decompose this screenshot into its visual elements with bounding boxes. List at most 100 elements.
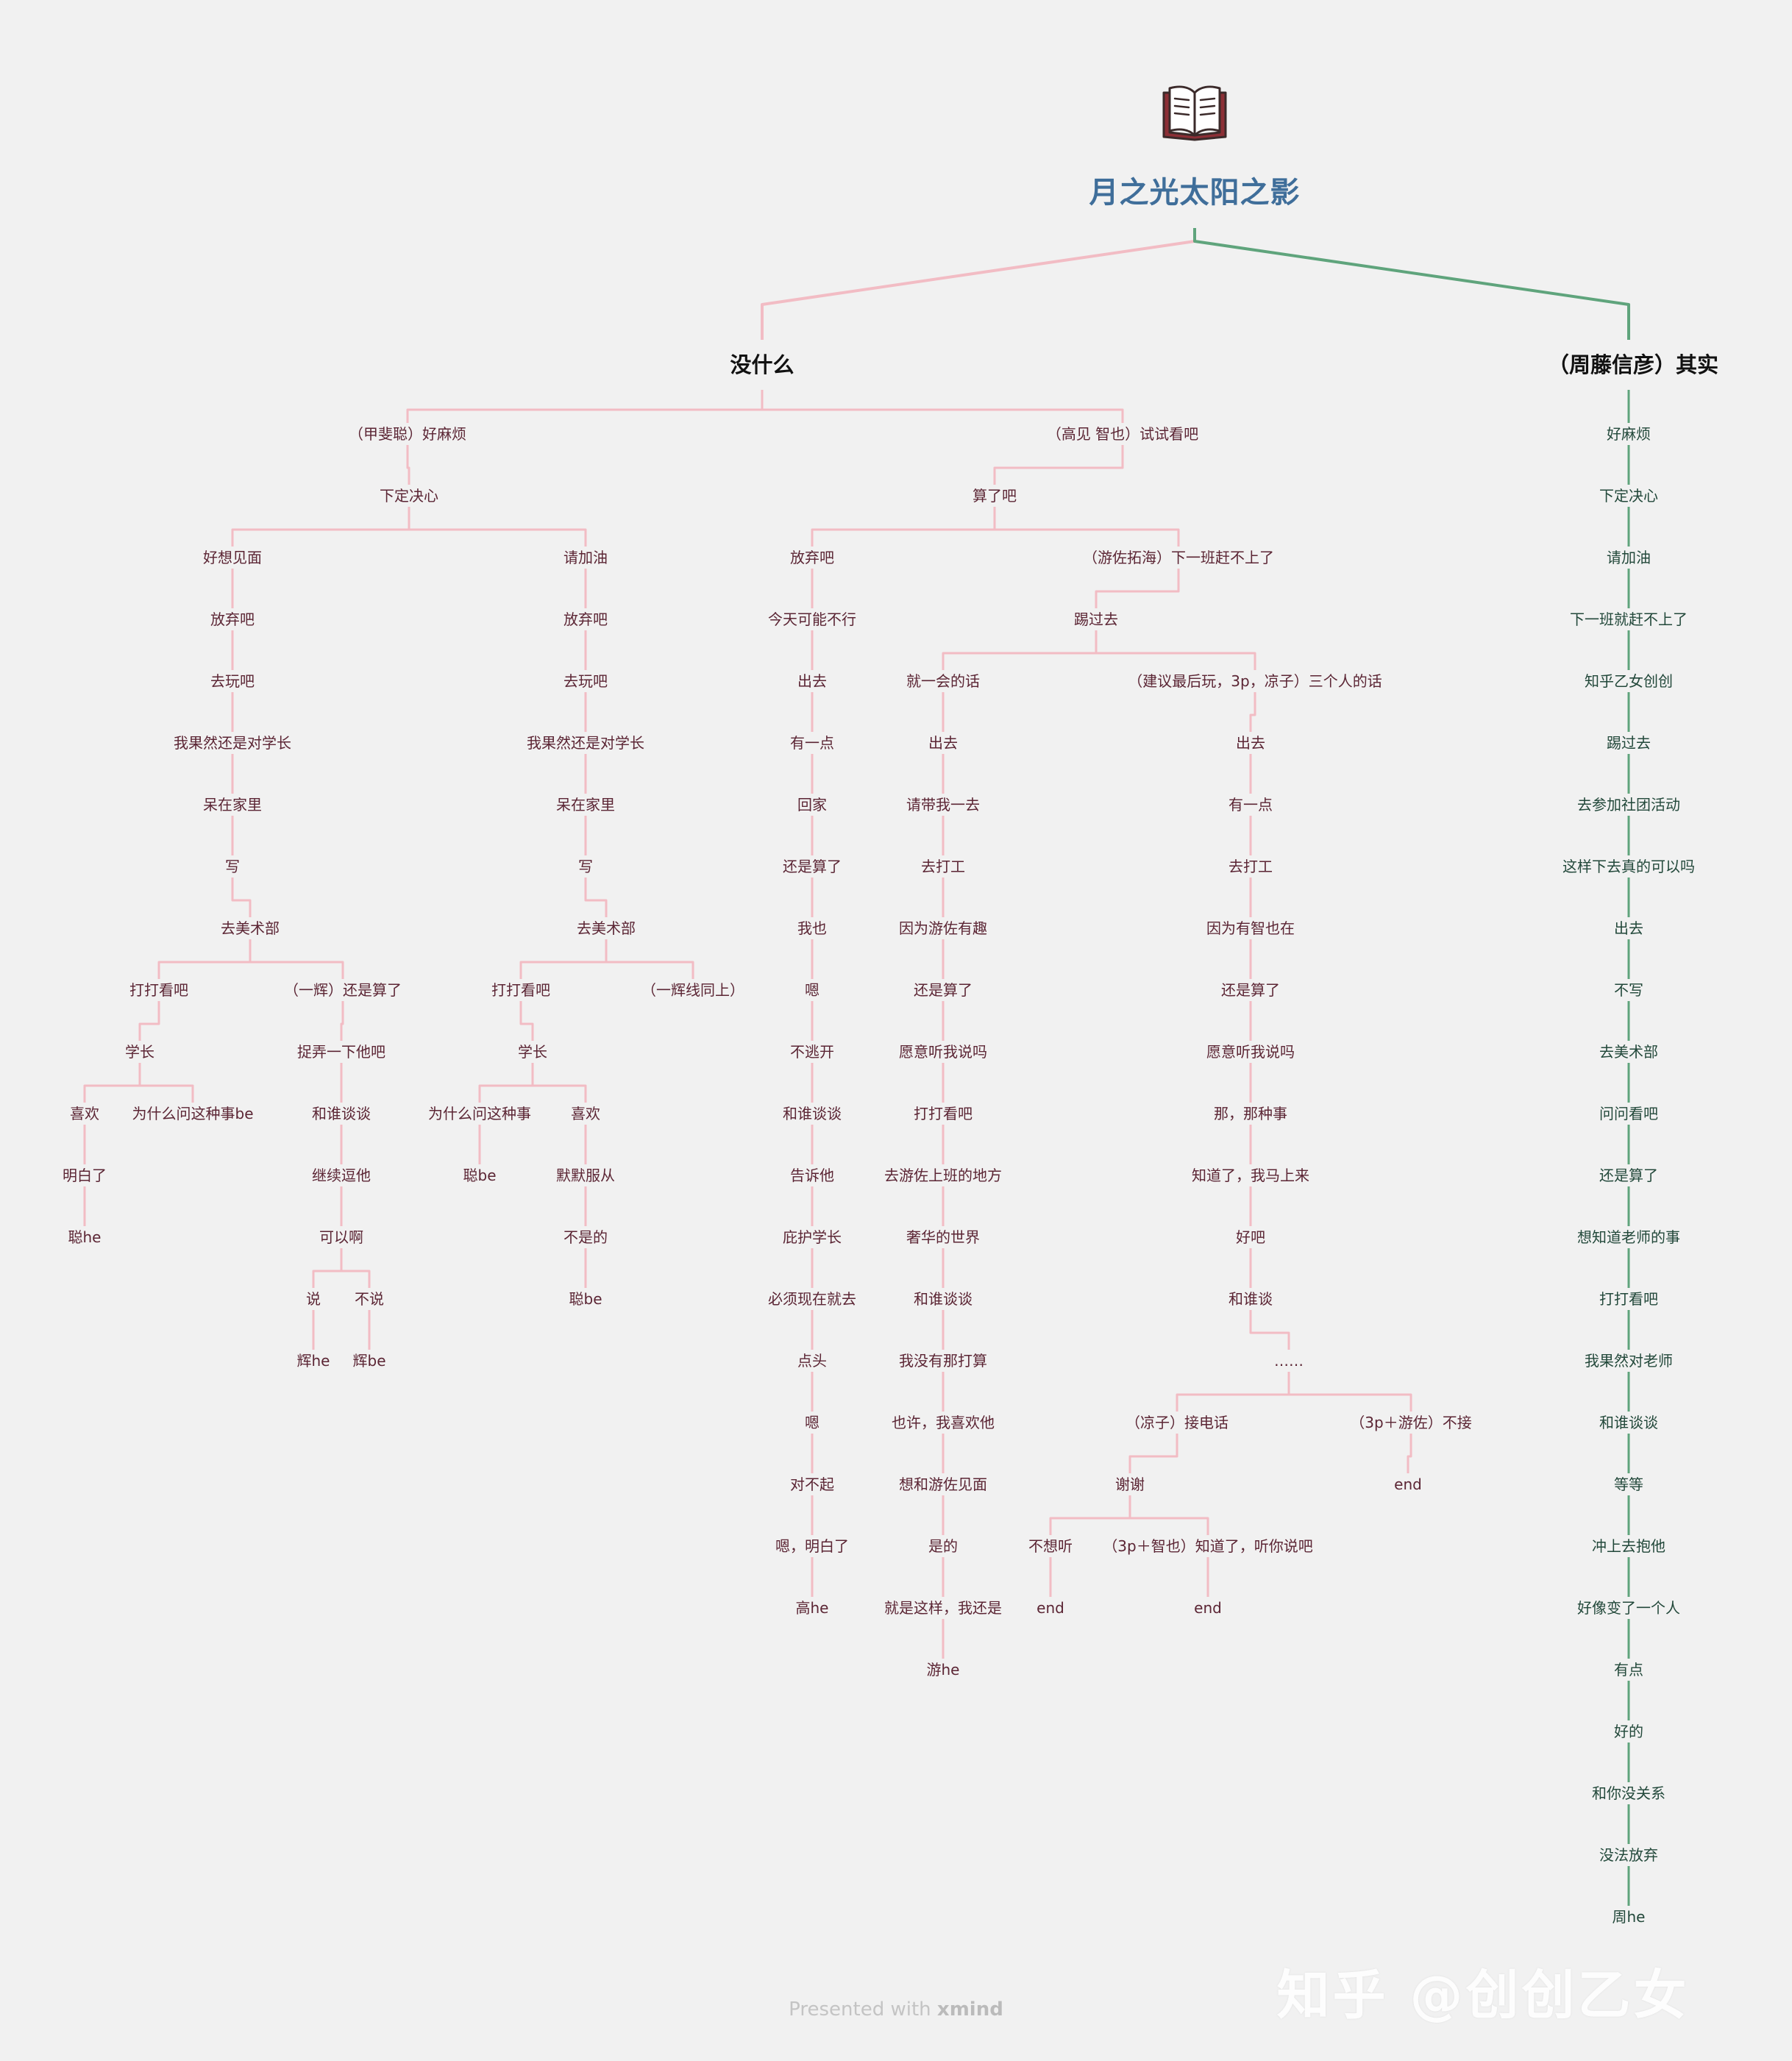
tree-node-m43[interactable]: 去打工 (1224, 855, 1277, 878)
tree-node-m25[interactable]: 请带我一去 (902, 794, 984, 816)
tree-node-m2[interactable]: 算了吧 (968, 485, 1021, 507)
tree-node-l20[interactable]: 可以啊 (315, 1226, 368, 1248)
tree-node-m9[interactable]: 我也 (793, 917, 831, 939)
tree-node-m27[interactable]: 因为游佐有趣 (895, 917, 992, 939)
tree-node-m21[interactable]: （游佐拓海）下一班赶不上了 (1078, 547, 1279, 569)
tree-node-m28[interactable]: 还是算了 (909, 979, 977, 1001)
tree-node-m32[interactable]: 奢华的世界 (902, 1226, 984, 1248)
tree-node-l4[interactable]: 放弃吧 (206, 608, 259, 630)
tree-node-l9[interactable]: 去美术部 (216, 917, 284, 939)
tree-node-m56[interactable]: （3p＋智也）知道了，听你说吧 (1098, 1535, 1318, 1557)
tree-node-l37[interactable]: 默默服从 (552, 1164, 619, 1186)
tree-node-m14[interactable]: 庇护学长 (778, 1226, 846, 1248)
tree-node-r18[interactable]: 等等 (1610, 1473, 1648, 1495)
tree-node-l30[interactable]: 写 (574, 855, 597, 878)
tree-node-r25[interactable]: 周he (1607, 1906, 1650, 1928)
tree-node-r7[interactable]: 去参加社团活动 (1573, 794, 1685, 816)
tree-node-l25[interactable]: 请加油 (559, 547, 612, 569)
tree-node-m23[interactable]: 就一会的话 (902, 670, 984, 692)
tree-node-l34[interactable]: 为什么问这种事 (424, 1103, 536, 1125)
tree-node-l15[interactable]: 为什么问这种事be (127, 1103, 258, 1125)
tree-node-r17[interactable]: 和谁谈谈 (1595, 1412, 1663, 1434)
tree-node-l3[interactable]: 好想见面 (199, 547, 266, 569)
tree-node-m26[interactable]: 去打工 (917, 855, 970, 878)
tree-node-l16[interactable]: （一辉）还是算了 (280, 979, 406, 1001)
tree-node-m11[interactable]: 不逃开 (786, 1041, 839, 1063)
tree-node-r4[interactable]: 下一班就赶不上了 (1565, 608, 1692, 630)
tree-node-l27[interactable]: 去玩吧 (559, 670, 612, 692)
tree-node-l39[interactable]: 聪be (564, 1288, 607, 1310)
tree-node-l6[interactable]: 我果然还是对学长 (169, 732, 296, 754)
tree-node-l33[interactable]: 学长 (513, 1041, 552, 1063)
tree-node-r5[interactable]: 知乎乙女创创 (1580, 670, 1677, 692)
tree-node-m13[interactable]: 告诉他 (786, 1164, 839, 1186)
tree-node-m29[interactable]: 愿意听我说吗 (895, 1041, 992, 1063)
tree-node-l31[interactable]: 去美术部 (572, 917, 640, 939)
tree-node-m40[interactable]: （建议最后玩，3p，凉子）三个人的话 (1123, 670, 1387, 692)
tree-node-m17[interactable]: 嗯 (800, 1412, 824, 1434)
tree-node-m35[interactable]: 也许，我喜欢他 (887, 1412, 999, 1434)
tree-node-l17[interactable]: 捉弄一下他吧 (293, 1041, 390, 1063)
tree-node-l5[interactable]: 去玩吧 (206, 670, 259, 692)
tree-node-l24[interactable]: 辉be (348, 1350, 391, 1372)
tree-node-l22[interactable]: 辉he (292, 1350, 335, 1372)
tree-node-r23[interactable]: 和你没关系 (1587, 1782, 1670, 1804)
tree-node-l36[interactable]: 喜欢 (566, 1103, 605, 1125)
tree-node-m19[interactable]: 嗯，明白了 (771, 1535, 853, 1557)
tree-node-l18[interactable]: 和谁谈谈 (307, 1103, 375, 1125)
tree-node-m30[interactable]: 打打看吧 (909, 1103, 977, 1125)
tree-node-r1[interactable]: 好麻烦 (1602, 423, 1655, 445)
tree-node-l32[interactable]: 打打看吧 (487, 979, 555, 1001)
tree-node-m49[interactable]: 好吧 (1231, 1226, 1270, 1248)
tree-node-l13[interactable]: 明白了 (58, 1164, 111, 1186)
tree-node-m37[interactable]: 是的 (924, 1535, 962, 1557)
tree-node-m47[interactable]: 那，那种事 (1209, 1103, 1292, 1125)
tree-node-m12[interactable]: 和谁谈谈 (778, 1103, 846, 1125)
tree-node-l12[interactable]: 喜欢 (65, 1103, 104, 1125)
tree-node-m38[interactable]: 就是这样，我还是 (880, 1597, 1006, 1619)
tree-node-m5[interactable]: 出去 (793, 670, 831, 692)
tree-node-l10[interactable]: 打打看吧 (125, 979, 193, 1001)
tree-node-l35[interactable]: 聪be (458, 1164, 501, 1186)
tree-node-m58[interactable]: （3p＋游佐）不接 (1345, 1412, 1476, 1434)
tree-node-l28[interactable]: 我果然还是对学长 (522, 732, 649, 754)
tree-node-m50[interactable]: 和谁谈 (1224, 1288, 1277, 1310)
tree-node-r15[interactable]: 打打看吧 (1595, 1288, 1663, 1310)
tree-node-l21[interactable]: 说 (302, 1288, 325, 1310)
tree-node-r8[interactable]: 这样下去真的可以吗 (1558, 855, 1699, 878)
tree-node-m3[interactable]: 放弃吧 (786, 547, 839, 569)
tree-node-m31[interactable]: 去游佐上班的地方 (880, 1164, 1006, 1186)
tree-node-r14[interactable]: 想知道老师的事 (1573, 1226, 1685, 1248)
tree-node-m15[interactable]: 必须现在就去 (764, 1288, 861, 1310)
tree-node-r22[interactable]: 好的 (1610, 1720, 1648, 1743)
tree-node-r10[interactable]: 不写 (1610, 979, 1648, 1001)
tree-node-m39[interactable]: 游he (922, 1659, 964, 1681)
tree-node-r12[interactable]: 问问看吧 (1595, 1103, 1663, 1125)
tree-node-l26[interactable]: 放弃吧 (559, 608, 612, 630)
tree-node-l11[interactable]: 学长 (121, 1041, 159, 1063)
tree-node-m7[interactable]: 回家 (793, 794, 831, 816)
tree-node-m45[interactable]: 还是算了 (1217, 979, 1284, 1001)
tree-node-m8[interactable]: 还是算了 (778, 855, 846, 878)
tree-node-m6[interactable]: 有一点 (786, 732, 839, 754)
tree-node-l29[interactable]: 呆在家里 (552, 794, 619, 816)
tree-node-r24[interactable]: 没法放弃 (1595, 1844, 1663, 1866)
tree-node-l7[interactable]: 呆在家里 (199, 794, 266, 816)
tree-node-r19[interactable]: 冲上去抱他 (1587, 1535, 1670, 1557)
tree-node-l38[interactable]: 不是的 (559, 1226, 612, 1248)
tree-node-m33[interactable]: 和谁谈谈 (909, 1288, 977, 1310)
tree-node-m51[interactable]: …… (1270, 1350, 1308, 1372)
tree-node-m18[interactable]: 对不起 (786, 1473, 839, 1495)
tree-node-m20[interactable]: 高he (791, 1597, 833, 1619)
tree-node-l14[interactable]: 聪he (63, 1226, 106, 1248)
tree-node-m42[interactable]: 有一点 (1224, 794, 1277, 816)
tree-node-r11[interactable]: 去美术部 (1595, 1041, 1663, 1063)
tree-node-l8[interactable]: 写 (221, 855, 244, 878)
tree-node-l40[interactable]: （一辉线同上） (637, 979, 749, 1001)
tree-node-r2[interactable]: 下定决心 (1595, 485, 1663, 507)
tree-node-m52[interactable]: （凉子）接电话 (1121, 1412, 1233, 1434)
tree-node-m41[interactable]: 出去 (1231, 732, 1270, 754)
tree-node-m55[interactable]: end (1032, 1597, 1069, 1619)
tree-node-l1[interactable]: （甲斐聪）好麻烦 (344, 423, 471, 445)
tree-node-r21[interactable]: 有点 (1610, 1659, 1648, 1681)
